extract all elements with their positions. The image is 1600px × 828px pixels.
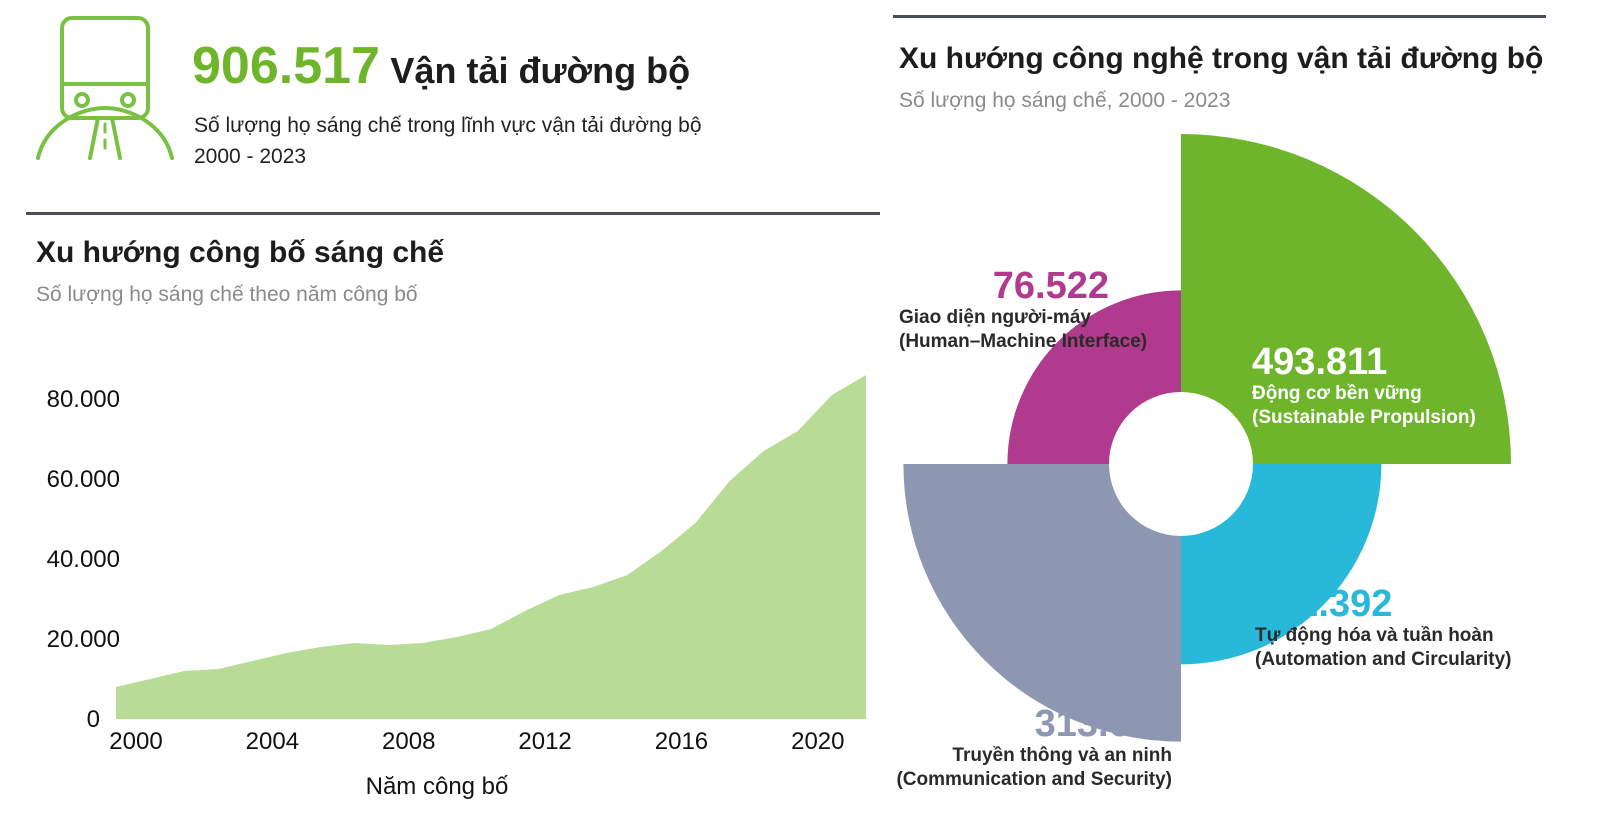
kpi-subtitle: Số lượng họ sáng chế trong lĩnh vực vận … <box>194 114 702 137</box>
slice-label-en-human-machine-interface: (Human–Machine Interface) <box>899 331 1148 352</box>
slice-human-machine-interface <box>1007 290 1181 464</box>
slice-communication-security <box>903 464 1181 742</box>
y-tick-label: 60.000 <box>47 466 120 493</box>
kpi-period: 2000 - 2023 <box>194 145 307 168</box>
x-tick-label: 2000 <box>109 728 162 755</box>
x-tick-label: 2008 <box>382 728 435 755</box>
slice-value-sustainable-propulsion: 493.811 <box>1252 341 1388 383</box>
y-tick-label: 0 <box>87 706 100 733</box>
slice-sustainable-propulsion <box>1181 134 1511 464</box>
right-chart-title: Xu hướng công nghệ trong vận tải đường b… <box>899 42 1544 75</box>
slice-label-en-communication-security: (Communication and Security) <box>896 769 1172 790</box>
area-chart: 0 20.000 40.000 60.000 80.000 2000 2004 2008 20… <box>47 375 866 800</box>
left-chart-title: Xu hướng công bố sáng chế <box>36 236 445 269</box>
slice-value-human-machine-interface: 76.522 <box>992 265 1109 307</box>
x-axis-label: Năm công bố <box>366 773 509 800</box>
x-tick-label: 2004 <box>246 728 299 755</box>
area-series <box>116 375 866 719</box>
slice-label-communication-security: Truyền thông và an ninh <box>952 745 1172 766</box>
x-tick-label: 2020 <box>791 728 844 755</box>
rose-chart <box>903 134 1511 742</box>
right-divider <box>893 15 1546 18</box>
slice-automation-circularity <box>1181 464 1382 665</box>
slice-label-en-automation-circularity: (Automation and Circularity) <box>1255 649 1512 670</box>
y-tick-label: 20.000 <box>47 626 120 653</box>
kpi-value: 906.517 <box>192 37 380 95</box>
road-vehicle-icon <box>32 14 182 164</box>
kpi-title: Vận tải đường bộ <box>390 50 691 91</box>
left-chart-subtitle: Số lượng họ sáng chế theo năm công bố <box>36 283 418 306</box>
x-tick-label: 2012 <box>518 728 571 755</box>
slice-value-communication-security: 313.605 <box>1034 703 1172 745</box>
right-chart-subtitle: Số lượng họ sáng chế, 2000 - 2023 <box>899 89 1231 112</box>
y-tick-label: 80.000 <box>47 386 120 413</box>
x-tick-label: 2016 <box>655 728 708 755</box>
slice-label-sustainable-propulsion: Động cơ bền vững <box>1252 383 1422 404</box>
slice-label-automation-circularity: Tự động hóa và tuần hoàn <box>1255 625 1494 646</box>
y-tick-label: 40.000 <box>47 546 120 573</box>
slice-label-en-sustainable-propulsion: (Sustainable Propulsion) <box>1252 407 1476 428</box>
left-divider <box>26 212 880 215</box>
slice-value-automation-circularity: 122.392 <box>1255 583 1393 625</box>
slice-label-human-machine-interface: Giao diện người-máy <box>899 307 1091 328</box>
